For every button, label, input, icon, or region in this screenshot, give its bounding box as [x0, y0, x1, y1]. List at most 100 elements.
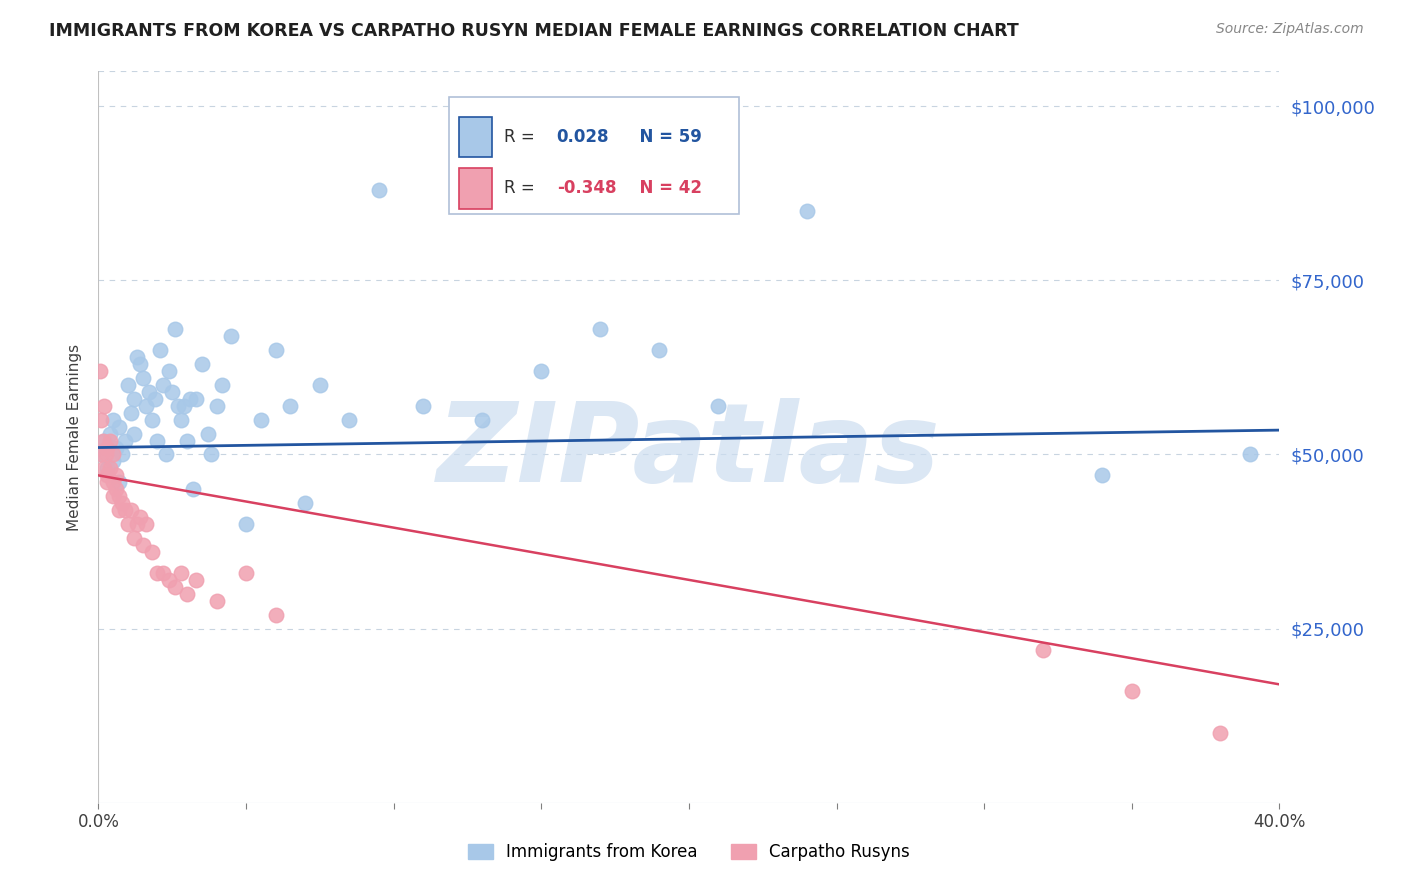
Text: 0.028: 0.028: [557, 128, 609, 146]
Point: [105, 441, 128, 455]
Point: [176, 434, 198, 448]
Point: [135, 517, 157, 532]
Text: Source: ZipAtlas.com: Source: ZipAtlas.com: [1216, 22, 1364, 37]
Point: [93, 434, 115, 448]
Point: [250, 412, 273, 426]
Point: [120, 406, 142, 420]
Point: [157, 573, 180, 587]
Point: [91, 434, 114, 448]
Point: [108, 503, 131, 517]
Point: [294, 496, 316, 510]
Point: [105, 468, 128, 483]
Point: [184, 392, 207, 406]
Point: [96, 475, 118, 490]
Point: [191, 357, 214, 371]
Point: [280, 399, 302, 413]
Point: [108, 489, 131, 503]
Point: [309, 377, 332, 392]
Point: [114, 434, 136, 448]
Point: [89, 364, 111, 378]
Point: [471, 412, 494, 426]
Point: [1091, 468, 1114, 483]
Point: [120, 503, 142, 517]
Point: [111, 496, 134, 510]
Text: ZIPatlas: ZIPatlas: [437, 398, 941, 505]
Text: -0.348: -0.348: [557, 179, 616, 197]
Point: [165, 322, 187, 336]
Point: [181, 483, 204, 497]
Point: [589, 322, 612, 336]
Point: [105, 483, 128, 497]
Point: [103, 454, 125, 468]
Point: [184, 573, 207, 587]
Point: [128, 357, 150, 371]
Point: [93, 461, 115, 475]
Point: [103, 412, 125, 426]
Point: [368, 183, 391, 197]
Point: [122, 531, 145, 545]
FancyBboxPatch shape: [449, 97, 738, 214]
Point: [1121, 684, 1143, 698]
Bar: [458, 117, 492, 157]
Point: [170, 412, 193, 426]
Point: [149, 343, 172, 357]
Text: N = 42: N = 42: [627, 179, 702, 197]
Legend: Immigrants from Korea, Carpatho Rusyns: Immigrants from Korea, Carpatho Rusyns: [461, 837, 917, 868]
Text: R =: R =: [503, 179, 544, 197]
Point: [128, 510, 150, 524]
Point: [146, 566, 169, 580]
Point: [179, 392, 201, 406]
Point: [108, 419, 131, 434]
Point: [1032, 642, 1054, 657]
Point: [155, 448, 177, 462]
Point: [1239, 448, 1261, 462]
Point: [125, 350, 148, 364]
Point: [173, 399, 195, 413]
Point: [205, 594, 228, 608]
Point: [264, 607, 287, 622]
Point: [152, 566, 174, 580]
Point: [132, 371, 155, 385]
Point: [176, 587, 198, 601]
Point: [235, 517, 257, 532]
Point: [98, 426, 121, 441]
Point: [235, 566, 257, 580]
Point: [103, 448, 125, 462]
Point: [132, 538, 155, 552]
Point: [162, 384, 183, 399]
Point: [146, 434, 169, 448]
Point: [103, 475, 125, 490]
Point: [339, 412, 361, 426]
Point: [103, 489, 125, 503]
Point: [141, 412, 163, 426]
Point: [138, 384, 160, 399]
Point: [108, 475, 131, 490]
Point: [114, 503, 136, 517]
Point: [707, 399, 730, 413]
Point: [205, 399, 228, 413]
Point: [90, 412, 112, 426]
Point: [648, 343, 671, 357]
Point: [96, 441, 118, 455]
Point: [98, 434, 121, 448]
Y-axis label: Median Female Earnings: Median Female Earnings: [67, 343, 83, 531]
Point: [117, 377, 139, 392]
Point: [200, 448, 222, 462]
Point: [135, 399, 157, 413]
Point: [165, 580, 187, 594]
Point: [197, 426, 219, 441]
Point: [90, 448, 112, 462]
Point: [264, 343, 287, 357]
Point: [143, 392, 166, 406]
Point: [170, 566, 193, 580]
Point: [111, 448, 134, 462]
Point: [211, 377, 233, 392]
Point: [157, 364, 180, 378]
Point: [1209, 726, 1232, 740]
Point: [221, 329, 243, 343]
Point: [125, 517, 148, 532]
Point: [167, 399, 190, 413]
Point: [117, 517, 139, 532]
Point: [122, 392, 145, 406]
Point: [98, 461, 121, 475]
